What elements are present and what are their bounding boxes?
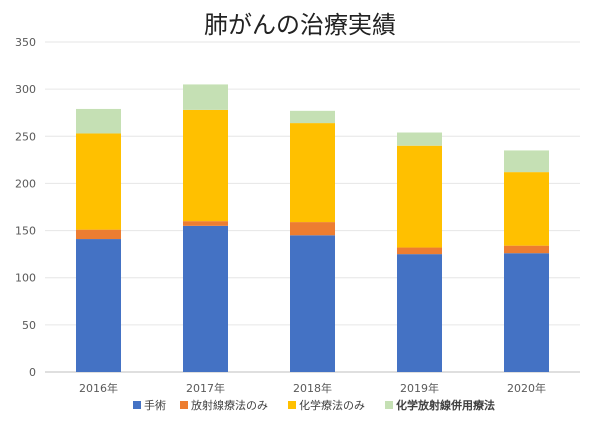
legend: 手術 放射線療法のみ 化学療法のみ 化学放射線併用療法 xyxy=(133,398,495,412)
legend-swatch xyxy=(385,401,393,409)
bar-segment xyxy=(76,133,121,230)
x-tick-label: 2019年 xyxy=(400,381,439,395)
y-tick-label: 50 xyxy=(22,319,36,332)
bar-segment xyxy=(504,172,549,246)
legend-label: 化学放射線併用療法 xyxy=(396,398,495,412)
bar-segment xyxy=(397,254,442,372)
bar-segment xyxy=(397,132,442,146)
bar-segment xyxy=(504,150,549,173)
legend-swatch xyxy=(133,401,141,409)
y-tick-label: 0 xyxy=(29,366,36,379)
bar-segment xyxy=(183,109,228,222)
bar-stack xyxy=(504,150,549,372)
bar-stack xyxy=(76,108,121,372)
bar-segment xyxy=(76,229,121,240)
legend-swatch xyxy=(180,401,188,409)
bar-segment xyxy=(183,221,228,226)
y-tick-label: 300 xyxy=(15,83,36,96)
x-tick-label: 2020年 xyxy=(507,381,546,395)
y-axis: 0 50 100 150 200 250 300 350 xyxy=(15,36,36,379)
bar-stack xyxy=(397,132,442,372)
legend-label: 放射線療法のみ xyxy=(191,398,268,412)
y-tick-label: 200 xyxy=(15,177,36,190)
bar-segment xyxy=(290,110,335,124)
bar-segment xyxy=(183,225,228,372)
bar-segment xyxy=(290,235,335,372)
legend-item: 手術 xyxy=(133,398,166,412)
chart-title: 肺がんの治療実績 xyxy=(204,11,396,39)
legend-item: 放射線療法のみ xyxy=(180,398,268,412)
x-tick-label: 2017年 xyxy=(186,381,225,395)
legend-swatch xyxy=(288,401,296,409)
bar-segment xyxy=(504,245,549,254)
legend-item: 化学療法のみ xyxy=(288,398,365,412)
x-tick-label: 2018年 xyxy=(293,381,332,395)
bar-segment xyxy=(76,108,121,134)
bar-stack xyxy=(183,84,228,372)
legend-label: 化学療法のみ xyxy=(299,398,365,412)
bar-segment xyxy=(397,247,442,255)
y-tick-label: 150 xyxy=(15,225,36,238)
legend-item: 化学放射線併用療法 xyxy=(385,398,495,412)
bar-segment xyxy=(183,84,228,110)
bar-segment xyxy=(290,123,335,223)
bar-segment xyxy=(290,222,335,236)
y-tick-label: 350 xyxy=(15,36,36,49)
y-tick-label: 100 xyxy=(15,272,36,285)
bars xyxy=(76,84,549,372)
bar-segment xyxy=(76,239,121,372)
y-tick-label: 250 xyxy=(15,130,36,143)
x-tick-label: 2016年 xyxy=(79,381,118,395)
legend-label: 手術 xyxy=(144,398,166,412)
bar-stack xyxy=(290,110,335,372)
bar-segment xyxy=(397,145,442,248)
bar-segment xyxy=(504,253,549,372)
x-axis: 2016年 2017年 2018年 2019年 2020年 xyxy=(79,381,546,395)
